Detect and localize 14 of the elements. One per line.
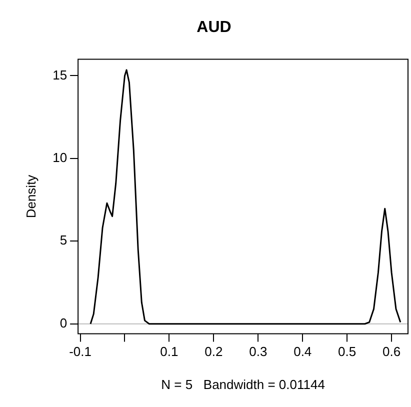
- x-tick-label: 0.1: [160, 344, 178, 360]
- y-tick-label: 5: [60, 232, 68, 248]
- y-tick-label: 15: [52, 67, 68, 82]
- x-tick-label: 0.4: [294, 344, 312, 360]
- y-tick-label: 0: [60, 315, 68, 330]
- y-tick-label: 10: [52, 150, 68, 166]
- x-tick-label: 0.5: [338, 344, 356, 360]
- chart-title: AUD: [196, 19, 232, 36]
- x-tick-label: 0.2: [204, 344, 223, 360]
- x-axis-title: N = 5 Bandwidth = 0.01144: [161, 376, 325, 392]
- y-axis-title: Density: [23, 174, 38, 218]
- x-tick-label: -0.1: [69, 344, 92, 360]
- x-tick-label: 0.3: [249, 344, 268, 360]
- x-tick-label: 0.6: [382, 344, 401, 360]
